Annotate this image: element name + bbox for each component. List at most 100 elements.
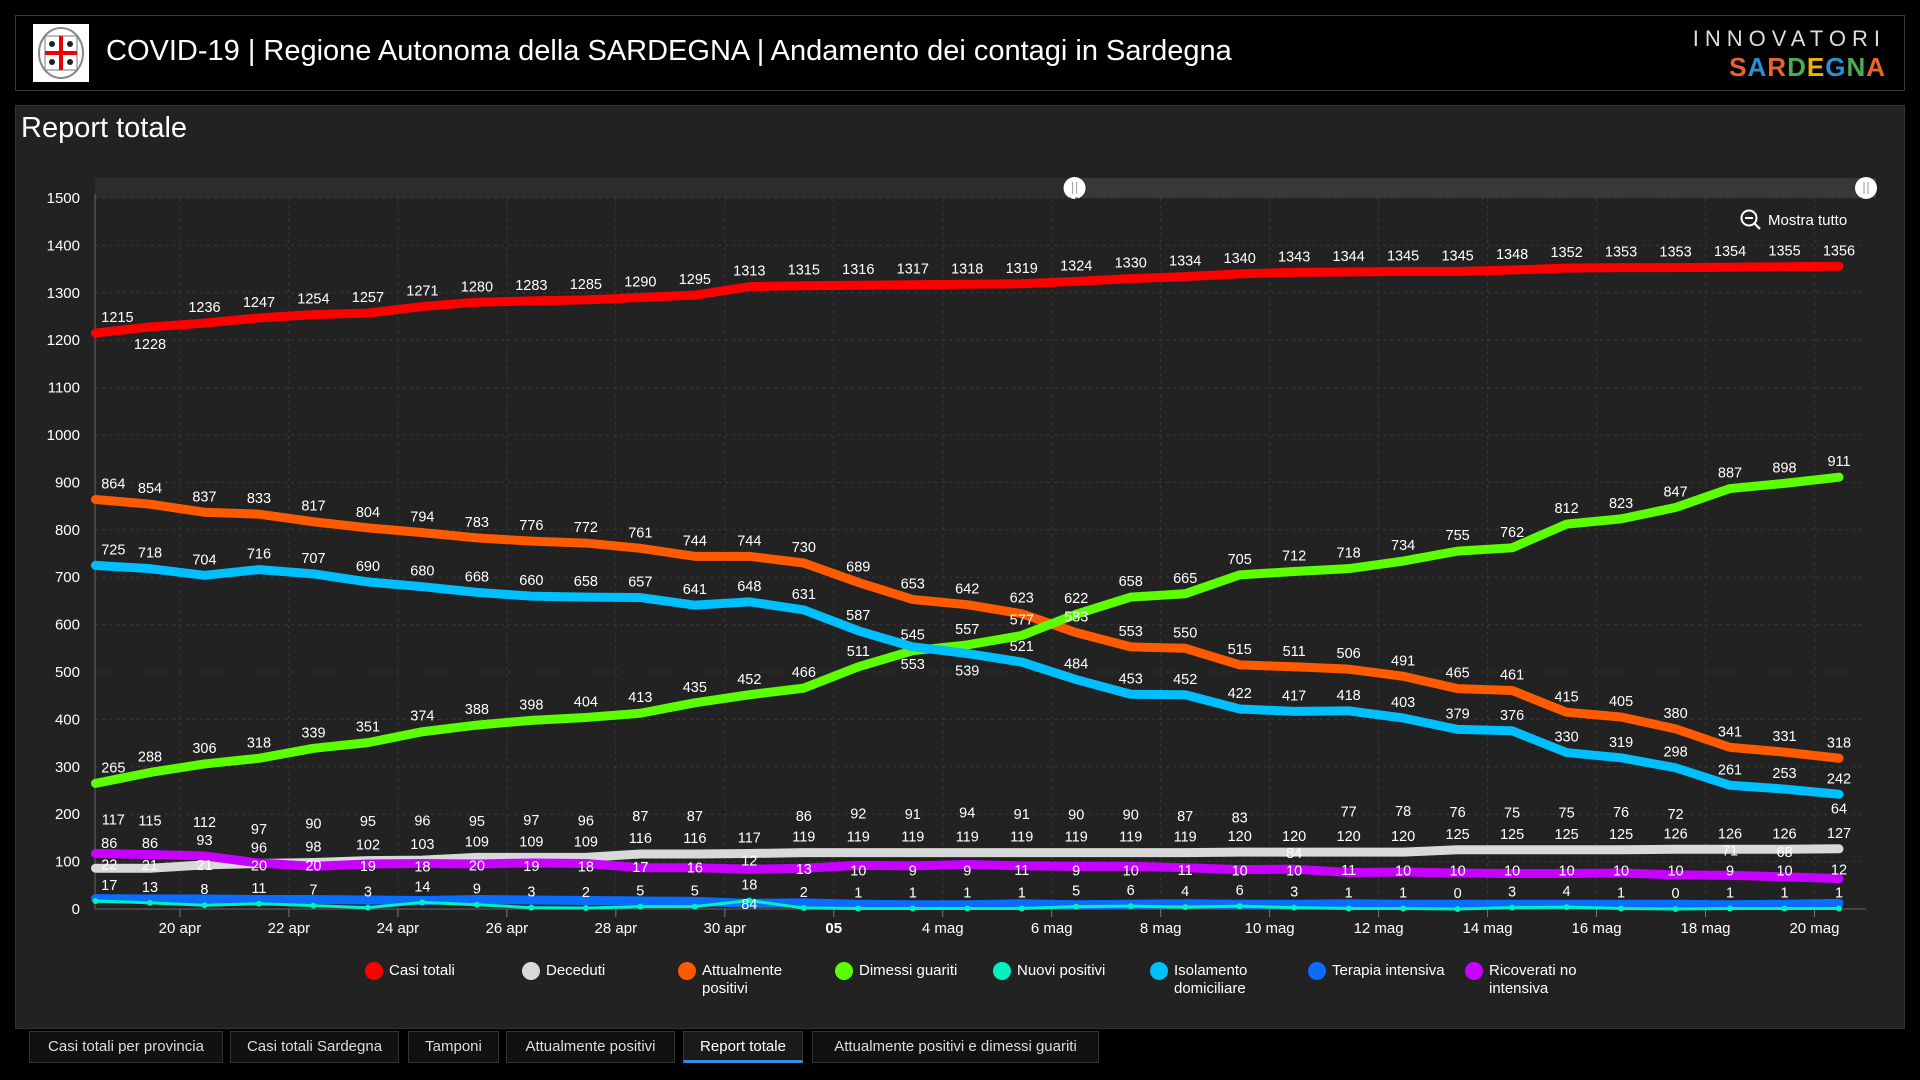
data-label: 553 xyxy=(1119,624,1143,640)
data-label: 453 xyxy=(1119,671,1143,687)
data-label: 265 xyxy=(101,760,125,776)
y-tick-label: 1500 xyxy=(47,190,80,207)
data-label: 730 xyxy=(792,540,816,556)
data-label: 11 xyxy=(1178,863,1193,879)
data-point-marker xyxy=(582,905,589,912)
legend-item-isolamento-domiciliare[interactable]: Isolamento domiciliare xyxy=(1150,962,1264,998)
x-tick-label: 26 apr xyxy=(486,920,529,937)
data-label: 341 xyxy=(1718,724,1742,740)
tab-tamponi[interactable]: Tamponi xyxy=(408,1031,499,1063)
sardinia-coat-of-arms-icon xyxy=(33,24,89,82)
data-label: 90 xyxy=(1123,807,1139,823)
legend-item-dimessi-guariti[interactable]: Dimessi guariti xyxy=(835,962,957,980)
data-label: 10 xyxy=(850,863,866,879)
data-label: 8 xyxy=(200,882,208,898)
data-label: 288 xyxy=(138,749,162,765)
legend-item-ricoverati-no-intensiva[interactable]: Ricoverati no intensiva xyxy=(1465,962,1584,998)
data-label: 1324 xyxy=(1060,258,1092,274)
series-line-ricoverati-no-intensiva xyxy=(91,849,1844,884)
data-label: 75 xyxy=(1559,805,1575,821)
range-slider-selection[interactable] xyxy=(1074,178,1876,198)
tab-attualmente-positivi[interactable]: Attualmente positivi xyxy=(506,1031,675,1063)
data-label: 577 xyxy=(1010,613,1034,629)
legend-dot-icon xyxy=(1465,962,1483,980)
data-label: 1 xyxy=(1780,886,1788,902)
data-label: 744 xyxy=(737,533,761,549)
data-label: 10 xyxy=(1667,863,1683,879)
legend-item-terapia-intensiva[interactable]: Terapia intensiva xyxy=(1308,962,1445,980)
brand-bottom-text: SARDEGNA xyxy=(1729,52,1886,82)
data-label: 95 xyxy=(360,814,376,830)
y-tick-label: 400 xyxy=(55,711,80,728)
data-label: 0 xyxy=(1672,886,1680,902)
data-point-marker xyxy=(1345,905,1352,912)
legend-label: Attualmente positivi xyxy=(702,962,783,997)
y-tick-label: 1000 xyxy=(47,427,80,444)
data-label: 704 xyxy=(192,552,216,568)
data-label: 1353 xyxy=(1605,245,1637,261)
data-label: 116 xyxy=(629,831,652,847)
data-label: 92 xyxy=(850,806,866,822)
data-point-marker xyxy=(746,897,753,904)
data-label: 68 xyxy=(1776,845,1792,861)
data-label: 120 xyxy=(1228,829,1252,845)
legend-dot-icon xyxy=(365,962,383,980)
data-label: 16 xyxy=(687,860,703,876)
legend-item-deceduti[interactable]: Deceduti xyxy=(522,962,605,980)
data-label: 21 xyxy=(196,858,212,874)
data-label: 1 xyxy=(854,886,862,902)
range-slider-handle[interactable] xyxy=(1063,177,1086,199)
legend-dot-icon xyxy=(993,962,1011,980)
y-tick-label: 900 xyxy=(55,474,80,491)
data-label: 1295 xyxy=(679,272,711,288)
y-tick-label: 0 xyxy=(72,901,80,918)
y-tick-label: 1300 xyxy=(47,285,80,302)
data-label: 91 xyxy=(1014,807,1030,823)
data-label: 10 xyxy=(1776,863,1792,879)
x-tick-label: 24 apr xyxy=(377,920,420,937)
data-label: 1319 xyxy=(1006,261,1038,277)
data-label: 3 xyxy=(1508,885,1516,901)
tab-report-totale[interactable]: Report totale xyxy=(683,1031,803,1063)
x-tick-label: 16 mag xyxy=(1572,920,1622,937)
data-label: 1 xyxy=(909,886,917,902)
legend-item-nuovi-positivi[interactable]: Nuovi positivi xyxy=(993,962,1105,980)
legend-dot-icon xyxy=(1150,962,1168,980)
data-label: 17 xyxy=(101,878,117,894)
series-line-dimessi-guariti xyxy=(91,472,1844,788)
series-line-terapia-intensiva xyxy=(91,894,1844,910)
data-label: 403 xyxy=(1391,695,1415,711)
x-tick-label: 14 mag xyxy=(1463,920,1513,937)
data-label: 379 xyxy=(1446,706,1470,722)
show-all-button[interactable]: Mostra tutto xyxy=(1740,209,1847,231)
data-label: 398 xyxy=(519,697,543,713)
data-label: 20 xyxy=(305,859,321,875)
tab-positivi-dimessi[interactable]: Attualmente positivi e dimessi guariti xyxy=(812,1031,1099,1063)
legend-label: Isolamento domiciliare xyxy=(1174,962,1248,997)
range-slider-handle[interactable] xyxy=(1855,177,1877,199)
series-line-attualmente-positivi xyxy=(91,494,1844,763)
data-label: 119 xyxy=(956,830,979,846)
data-label: 11 xyxy=(1341,863,1356,879)
data-label: 511 xyxy=(847,644,870,660)
data-label: 553 xyxy=(901,657,925,673)
data-label: 557 xyxy=(955,622,979,638)
data-label: 126 xyxy=(1718,826,1742,842)
data-label: 119 xyxy=(901,830,924,846)
data-label: 1348 xyxy=(1496,247,1528,263)
data-label: 660 xyxy=(519,573,543,589)
data-label: 783 xyxy=(465,515,489,531)
data-label: 583 xyxy=(1064,610,1088,626)
data-label: 1354 xyxy=(1714,244,1746,260)
data-label: 4 xyxy=(1563,884,1571,900)
data-label: 418 xyxy=(1337,688,1361,704)
data-label: 83 xyxy=(1232,811,1248,827)
tab-casi-totali-provincia[interactable]: Casi totali per provincia xyxy=(29,1031,223,1063)
brand-top-text: INNOVATORI xyxy=(1692,26,1886,51)
legend-item-attualmente-positivi[interactable]: Attualmente positivi xyxy=(678,962,797,998)
data-label: 1228 xyxy=(134,337,166,353)
data-label: 11 xyxy=(1014,863,1029,879)
tab-casi-totali-sardegna[interactable]: Casi totali Sardegna xyxy=(230,1031,399,1063)
legend-item-casi-totali[interactable]: Casi totali xyxy=(365,962,455,980)
data-label: 837 xyxy=(192,489,216,505)
